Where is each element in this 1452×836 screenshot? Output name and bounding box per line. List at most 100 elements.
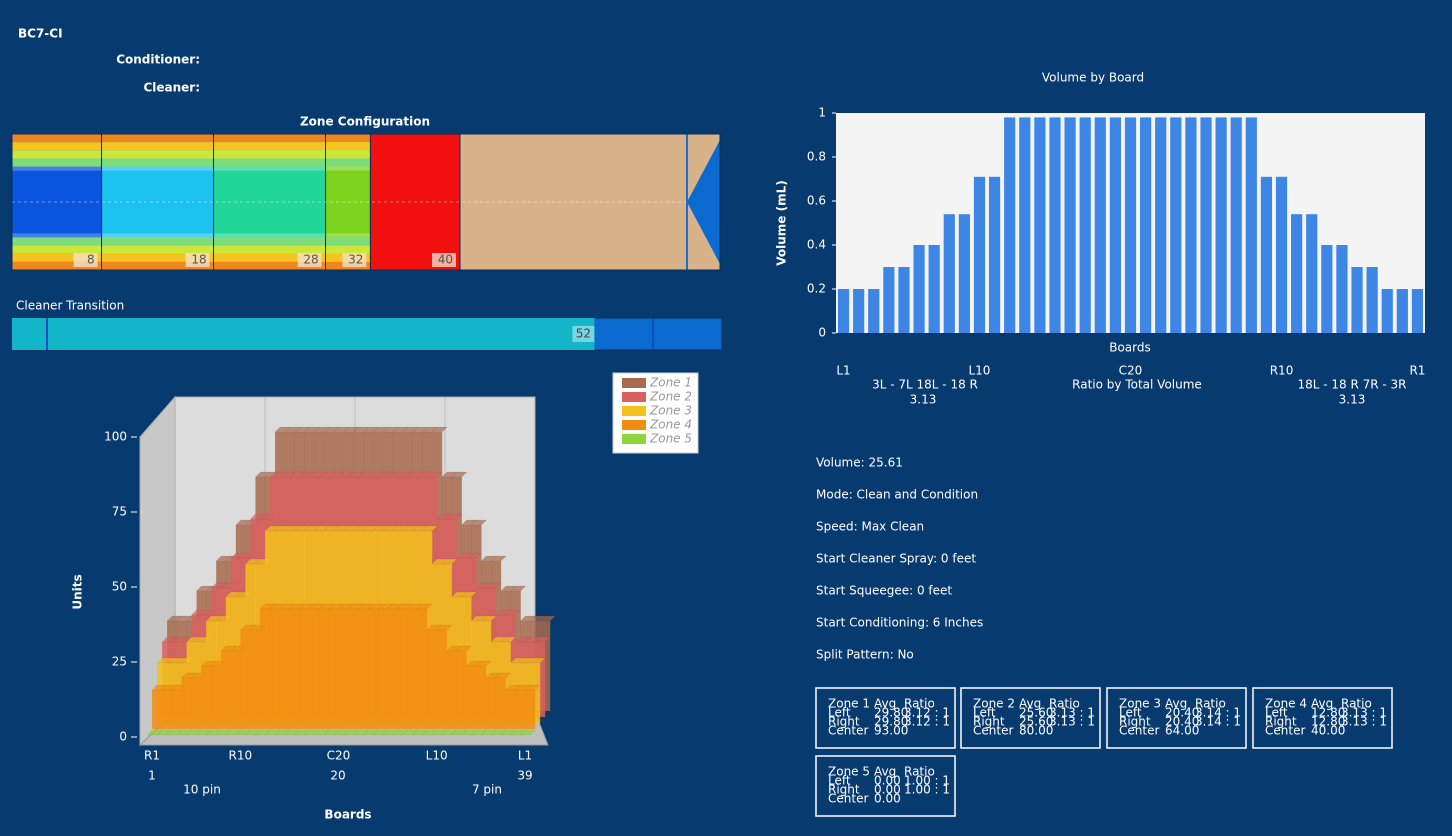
zone-end-label: 40 <box>438 253 453 267</box>
y-tick-label: 0.6 <box>807 194 826 208</box>
info-line: Start Conditioning: 6 Inches <box>816 616 983 630</box>
bar <box>868 289 880 333</box>
area-top-face <box>441 558 458 565</box>
area-column <box>476 666 487 729</box>
bar <box>1049 117 1061 334</box>
zone-box-cell: 25.60 <box>1019 706 1053 720</box>
zone-box-header: Avg <box>874 697 896 711</box>
bar <box>913 245 925 333</box>
area-column <box>269 609 280 729</box>
zone-box-cell: 1.00 : 1 <box>904 783 950 797</box>
legend-label: Zone 5 <box>649 432 692 446</box>
zone-box-header: Zone 5 <box>828 765 870 779</box>
x-tick-label: R1 <box>144 749 160 763</box>
bar <box>1079 117 1091 334</box>
zone-box-header: Ratio <box>904 765 935 779</box>
area-top-face <box>421 525 438 532</box>
legend-swatch <box>622 406 646 416</box>
area-top-face <box>529 657 546 664</box>
area-column <box>515 690 526 729</box>
bar <box>1306 214 1318 333</box>
zone-box-cell: 0.00 <box>874 774 901 788</box>
area-column <box>525 690 536 729</box>
zone-stripe <box>12 245 102 254</box>
area-column <box>377 609 388 729</box>
area-column <box>436 630 447 729</box>
zone-box-cell: 29.80 <box>874 706 908 720</box>
zone-box-cell: 40.00 <box>1311 724 1345 738</box>
area-column <box>505 690 516 729</box>
bar <box>853 289 865 333</box>
zone-stripe <box>12 134 102 143</box>
zone-frame <box>11 133 721 271</box>
zone-highlight <box>214 233 326 238</box>
zone-stripe <box>102 261 214 270</box>
zone-stripe <box>326 245 370 254</box>
bar <box>1396 289 1408 333</box>
zone-stripe <box>326 134 370 143</box>
zone-box-cell: 25.60 <box>1019 715 1053 729</box>
area-top-face <box>480 615 497 622</box>
zone-box-cell: Left <box>828 706 851 720</box>
bar <box>1124 117 1137 334</box>
area-column <box>348 609 359 729</box>
area-column <box>210 666 222 729</box>
bar <box>1109 117 1121 334</box>
zone-box-cell: 93.00 <box>874 724 908 738</box>
bar <box>1094 117 1106 334</box>
zone-box-cell: Right <box>828 783 860 797</box>
area-top-face <box>524 684 541 691</box>
zone-stripe <box>102 253 214 262</box>
legend-swatch <box>622 434 646 444</box>
annotation: 7 pin <box>472 783 502 797</box>
zone-box-cell: Center <box>1119 724 1159 738</box>
x-tick-label: L1 <box>518 749 532 763</box>
bar <box>973 176 986 333</box>
area-column <box>358 609 369 729</box>
x-tick-label: L10 <box>968 364 990 378</box>
zone-box-cell: Left <box>1265 706 1288 720</box>
zone-stripe <box>214 253 326 262</box>
zone-box-cell: 12.80 <box>1311 706 1345 720</box>
chart-title: Volume by Board <box>1042 71 1144 85</box>
zone-remainder <box>460 134 720 270</box>
transition-value: 52 <box>576 327 591 341</box>
zone-stripe <box>214 261 326 270</box>
area-top-face <box>416 603 433 610</box>
area-top-face <box>500 636 517 643</box>
zone-end-label: 28 <box>303 253 318 267</box>
bar <box>1064 117 1076 334</box>
zone-box-cell: 20.40 <box>1165 715 1199 729</box>
area-column <box>230 651 241 729</box>
zone-box-header: Avg <box>874 765 896 779</box>
info-line: Speed: Max Clean <box>816 520 924 534</box>
area-column <box>318 609 330 729</box>
zone-box-cell: Right <box>1265 715 1297 729</box>
zone-box-header: Avg <box>1165 697 1187 711</box>
zone-stripe <box>102 237 214 246</box>
cleaner-label: Cleaner: <box>143 81 200 95</box>
area-column <box>279 609 290 729</box>
zone-highlight <box>102 233 214 238</box>
annotation: 1 <box>148 769 156 783</box>
zone-box <box>960 687 1101 749</box>
area-column <box>426 630 438 729</box>
zone-box-header: Avg <box>1019 697 1041 711</box>
x-tick-label: R1 <box>1409 364 1425 378</box>
area-column <box>289 609 300 729</box>
legend-label: Zone 1 <box>649 376 692 390</box>
zone-box-cell: Center <box>828 724 868 738</box>
zone-box-cell: 80.00 <box>1019 724 1053 738</box>
zone-box-cell: 3.14 : 1 <box>1195 715 1241 729</box>
area-top-face <box>470 519 488 526</box>
zone-stripe <box>102 142 214 151</box>
x-tick-label: C20 <box>327 749 351 763</box>
area-column <box>191 678 202 729</box>
area-column <box>368 609 379 729</box>
conditioner-label: Conditioner: <box>116 53 200 67</box>
bar <box>1034 117 1046 334</box>
zone-box <box>815 755 956 817</box>
area-column <box>328 609 339 729</box>
legend-label: Zone 3 <box>649 404 692 418</box>
